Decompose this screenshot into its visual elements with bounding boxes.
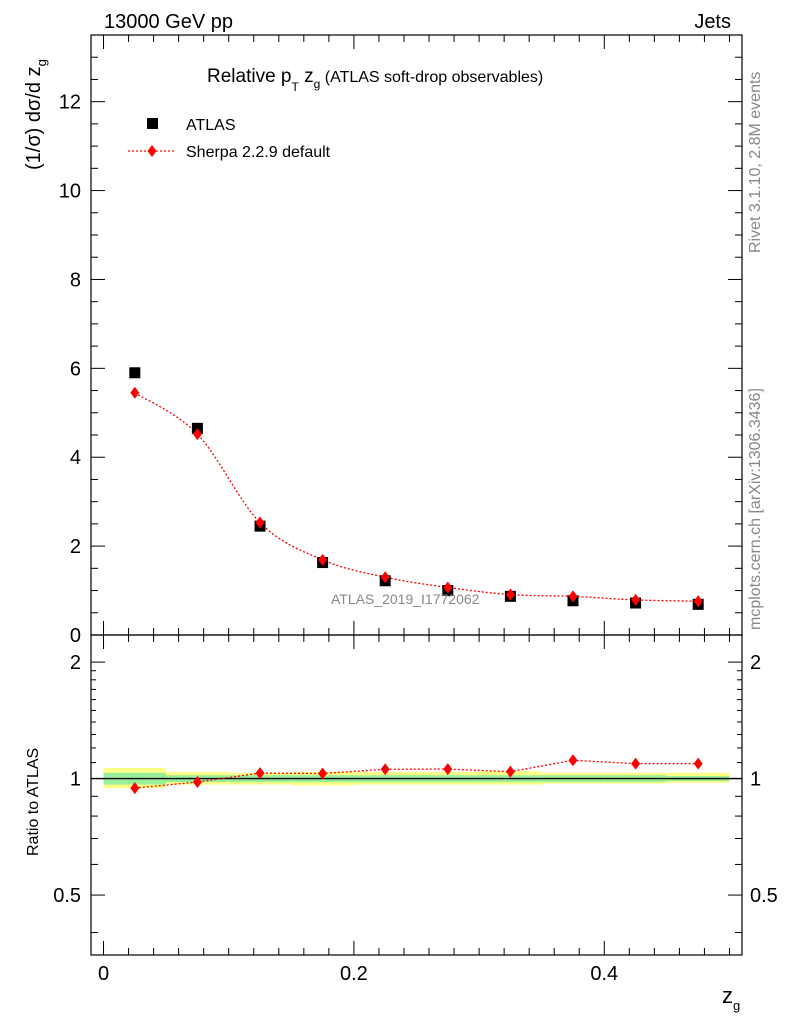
main-series-group xyxy=(129,367,704,610)
legend-atlas-marker xyxy=(147,118,158,129)
legend-sherpa-label: Sherpa 2.2.9 default xyxy=(186,144,331,161)
main-ytick-label-2: 4 xyxy=(70,447,81,469)
legend-sherpa-marker xyxy=(147,145,157,157)
ylabel-sub: g xyxy=(34,59,49,66)
x-tick-label-0: 0 xyxy=(98,963,109,985)
sherpa-point-8 xyxy=(631,593,641,606)
plot-title: Relative pT zg (ATLAS soft-drop observab… xyxy=(207,66,543,94)
sherpa-point-4 xyxy=(380,571,390,584)
header-left-label: 13000 GeV pp xyxy=(104,11,233,33)
ratio-ytick-label-left-2: 2 xyxy=(70,652,81,674)
sherpa-ratio-point-0 xyxy=(130,782,140,795)
analysis-watermark: ATLAS_2019_I1772062 xyxy=(331,591,480,607)
sherpa-ratio-point-7 xyxy=(568,754,578,767)
main-ytick-label-4: 8 xyxy=(70,269,81,291)
title-rest: (ATLAS soft-drop observables) xyxy=(320,69,543,86)
sherpa-line xyxy=(134,392,699,602)
main-ytick-label-1: 2 xyxy=(70,536,81,558)
sherpa-ratio-point-8 xyxy=(631,757,641,770)
ratio-ytick-label-left-0: 0.5 xyxy=(53,885,81,907)
main-ytick-label-5: 10 xyxy=(59,181,81,203)
sherpa-ratio-point-6 xyxy=(505,765,515,778)
sherpa-point-1 xyxy=(192,428,202,441)
ratio-uncertainty-bands xyxy=(91,767,742,789)
legend: ATLAS Sherpa 2.2.9 default xyxy=(128,117,331,161)
x-tick-label-2: 0.4 xyxy=(590,963,618,985)
ratio-ytick-label-left-1: 1 xyxy=(70,769,81,791)
sherpa-ratio-point-2 xyxy=(255,767,265,780)
xlabel-sub: g xyxy=(733,998,740,1013)
title-sub-g: g xyxy=(314,77,321,91)
title-main: Relative p xyxy=(207,66,292,87)
ratio-ytick-label-right-0: 0.5 xyxy=(750,885,778,907)
sherpa-ratio-point-4 xyxy=(380,763,390,776)
sherpa-point-6 xyxy=(505,588,515,601)
main-ytick-label-6: 12 xyxy=(59,92,81,114)
main-ytick-label-3: 6 xyxy=(70,358,81,380)
header-right-label: Jets xyxy=(694,11,731,33)
ratio-series-group xyxy=(130,754,703,795)
mcplots-side-label: mcplots.cern.ch [arXiv:1306.3436] xyxy=(747,388,764,630)
main-ytick-label-0: 0 xyxy=(70,625,81,647)
sherpa-point-5 xyxy=(443,581,453,594)
sherpa-ratio-point-1 xyxy=(192,775,202,788)
ratio-y-axis-label: Ratio to ATLAS xyxy=(25,748,42,856)
ylabel-main: (1/σ) dσ/d z xyxy=(23,66,45,170)
sherpa-point-0 xyxy=(130,386,140,399)
main-axis-ticks: 0 2 4 6 8 10 12 xyxy=(59,35,742,647)
title-mid: z xyxy=(299,66,314,87)
x-tick-label-1: 0.2 xyxy=(340,963,368,985)
sherpa-ratio-point-3 xyxy=(318,767,328,780)
atlas-point-0 xyxy=(129,367,141,379)
ratio-ytick-label-right-1: 1 xyxy=(750,769,761,791)
ratio-ytick-label-right-2: 2 xyxy=(750,652,761,674)
sherpa-ratio-point-9 xyxy=(693,757,703,770)
xlabel-main: z xyxy=(722,983,733,1008)
title-sub-t: T xyxy=(292,80,300,94)
sherpa-point-7 xyxy=(568,590,578,603)
ratio-axis-ticks: 0.5 0.5 1 1 2 2 0 0.2 0.4 xyxy=(53,635,778,985)
sherpa-ratio-point-5 xyxy=(443,763,453,776)
legend-atlas-label: ATLAS xyxy=(186,117,236,134)
sherpa-point-9 xyxy=(693,595,703,608)
main-y-axis-label: (1/σ) dσ/d zg xyxy=(23,59,49,170)
ratio-plot-frame xyxy=(90,634,743,956)
x-axis-label: zg xyxy=(722,983,740,1013)
rivet-side-label: Rivet 3.1.10, 2.8M events xyxy=(747,72,764,253)
sherpa-point-3 xyxy=(318,553,328,566)
sherpa-point-2 xyxy=(255,516,265,529)
